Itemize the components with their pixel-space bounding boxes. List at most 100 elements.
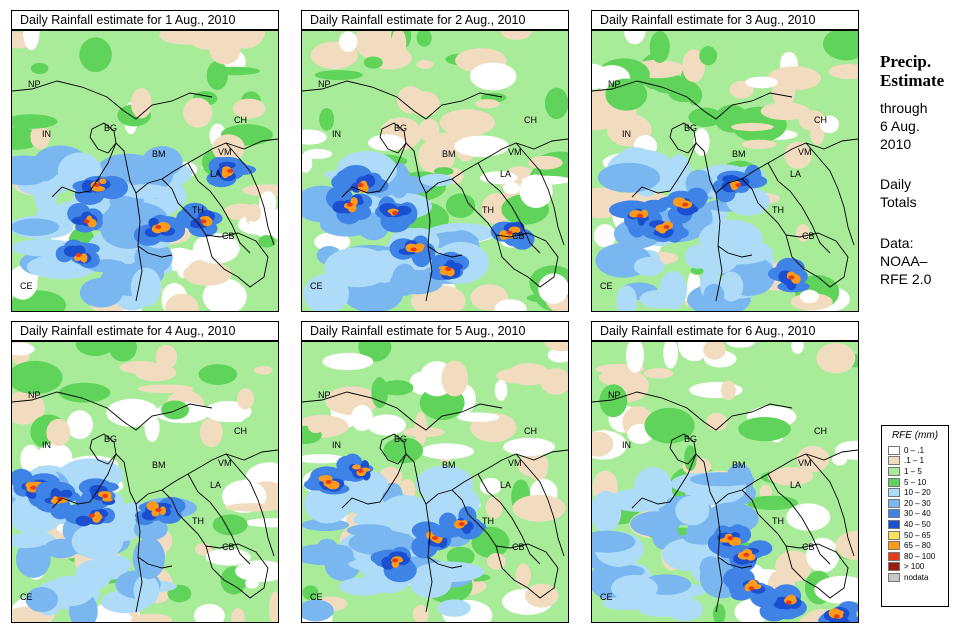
country-borders xyxy=(12,80,278,302)
side-daily-line2: Totals xyxy=(880,194,917,210)
legend-label: 0 – .1 xyxy=(904,445,925,455)
map-label-bm: BM xyxy=(442,149,456,159)
map-label-bg: BG xyxy=(104,123,117,133)
legend-swatch xyxy=(888,530,900,540)
map-label-np: NP xyxy=(318,79,331,89)
map-label-vm: VM xyxy=(508,147,522,157)
rainfall-map-3: NP CH IN BG BM VM LA TH CB CE xyxy=(591,30,859,312)
legend-label: 65 – 80 xyxy=(904,541,931,551)
map-label-in: IN xyxy=(42,129,51,139)
legend-swatch xyxy=(888,519,900,529)
map-label-ch: CH xyxy=(234,426,247,436)
side-data-source: Data: NOAA– RFE 2.0 xyxy=(880,234,965,288)
legend-item: 30 – 40 xyxy=(888,509,948,520)
map-label-vm: VM xyxy=(798,147,812,157)
panel-title-2: Daily Rainfall estimate for 2 Aug., 2010 xyxy=(301,10,569,30)
map-label-th: TH xyxy=(192,205,204,215)
legend-item: 80 – 100 xyxy=(888,551,948,562)
map-label-in: IN xyxy=(42,440,51,450)
panel-title-4: Daily Rainfall estimate for 4 Aug., 2010 xyxy=(11,321,279,341)
legend-swatch xyxy=(888,488,900,498)
rainfall-field xyxy=(592,31,858,311)
panel-title-5: Daily Rainfall estimate for 5 Aug., 2010 xyxy=(301,321,569,341)
panel-title-3: Daily Rainfall estimate for 3 Aug., 2010 xyxy=(591,10,859,30)
legend-label: 1 – 5 xyxy=(904,466,922,476)
map-label-bg: BG xyxy=(394,434,407,444)
map-label-th: TH xyxy=(772,516,784,526)
legend-item: 1 – 5 xyxy=(888,466,948,477)
map-label-bg: BG xyxy=(684,123,697,133)
rainfall-field xyxy=(302,342,568,622)
map-label-in: IN xyxy=(332,440,341,450)
map-label-ce: CE xyxy=(20,592,33,602)
map-label-th: TH xyxy=(482,205,494,215)
map-label-in: IN xyxy=(332,129,341,139)
map-label-bg: BG xyxy=(394,123,407,133)
map-label-cb: CB xyxy=(512,542,525,552)
legend-swatch xyxy=(888,445,900,455)
legend-label: 20 – 30 xyxy=(904,498,931,508)
legend-swatch xyxy=(888,562,900,572)
map-label-cb: CB xyxy=(802,542,815,552)
side-title-line2: Estimate xyxy=(880,71,945,90)
map-label-bm: BM xyxy=(732,149,746,159)
rainfall-map-5: NP CH IN BG BM VM LA TH CB CE xyxy=(301,341,569,623)
country-borders xyxy=(592,80,858,302)
rainfall-field xyxy=(592,342,858,622)
legend-title: RFE (mm) xyxy=(891,430,939,441)
legend-label: 10 – 20 xyxy=(904,488,931,498)
map-label-vm: VM xyxy=(798,458,812,468)
map-label-np: NP xyxy=(608,390,621,400)
legend-label: nodata xyxy=(904,572,929,582)
map-label-ch: CH xyxy=(524,115,537,125)
rainfall-map-2: NP CH IN BG BM VM LA TH CB CE xyxy=(301,30,569,312)
map-label-bm: BM xyxy=(442,460,456,470)
rainfall-field xyxy=(302,31,568,311)
side-title-line1: Precip. xyxy=(880,52,932,71)
country-borders xyxy=(12,391,278,613)
map-label-la: LA xyxy=(210,169,221,179)
legend-label: 50 – 65 xyxy=(904,530,931,540)
map-label-ce: CE xyxy=(310,592,323,602)
map-label-in: IN xyxy=(622,440,631,450)
map-label-ch: CH xyxy=(814,426,827,436)
panel-title-6: Daily Rainfall estimate for 6 Aug., 2010 xyxy=(591,321,859,341)
map-label-th: TH xyxy=(772,205,784,215)
map-label-la: LA xyxy=(210,480,221,490)
side-daily: Daily Totals xyxy=(880,175,965,211)
map-label-la: LA xyxy=(500,169,511,179)
map-label-cb: CB xyxy=(512,231,525,241)
country-borders xyxy=(302,80,568,302)
rainfall-field xyxy=(12,342,278,622)
legend-item: .1 – 1 xyxy=(888,456,948,467)
map-label-ce: CE xyxy=(600,592,613,602)
map-label-la: LA xyxy=(500,480,511,490)
rainfall-map-6: NP CH IN BG BM VM LA TH CB CE xyxy=(591,341,859,623)
legend-label: .1 – 1 xyxy=(904,456,925,466)
legend-item: 40 – 50 xyxy=(888,519,948,530)
legend-swatch xyxy=(888,572,900,582)
side-date-line1: 6 Aug. xyxy=(880,118,920,134)
legend-swatch xyxy=(888,551,900,561)
legend-swatch xyxy=(888,541,900,551)
legend-swatch xyxy=(888,477,900,487)
panel-title-1: Daily Rainfall estimate for 1 Aug., 2010 xyxy=(11,10,279,30)
legend-label: 40 – 50 xyxy=(904,519,931,529)
legend-label: 30 – 40 xyxy=(904,509,931,519)
rainfall-map-4: NP CH IN BG BM VM LA TH CB CE xyxy=(11,341,279,623)
legend-item: 0 – .1 xyxy=(888,445,948,456)
legend-label: > 100 xyxy=(904,562,925,572)
map-label-la: LA xyxy=(790,169,801,179)
legend-swatch xyxy=(888,456,900,466)
side-daily-line1: Daily xyxy=(880,176,912,192)
side-date-line2: 2010 xyxy=(880,136,912,152)
side-date: through 6 Aug. 2010 xyxy=(880,99,965,153)
map-label-th: TH xyxy=(482,516,494,526)
side-through: through xyxy=(880,100,928,116)
legend-item: 65 – 80 xyxy=(888,540,948,551)
map-label-ch: CH xyxy=(524,426,537,436)
map-label-np: NP xyxy=(608,79,621,89)
map-label-np: NP xyxy=(28,79,41,89)
legend-swatch xyxy=(888,466,900,476)
map-label-vm: VM xyxy=(508,458,522,468)
